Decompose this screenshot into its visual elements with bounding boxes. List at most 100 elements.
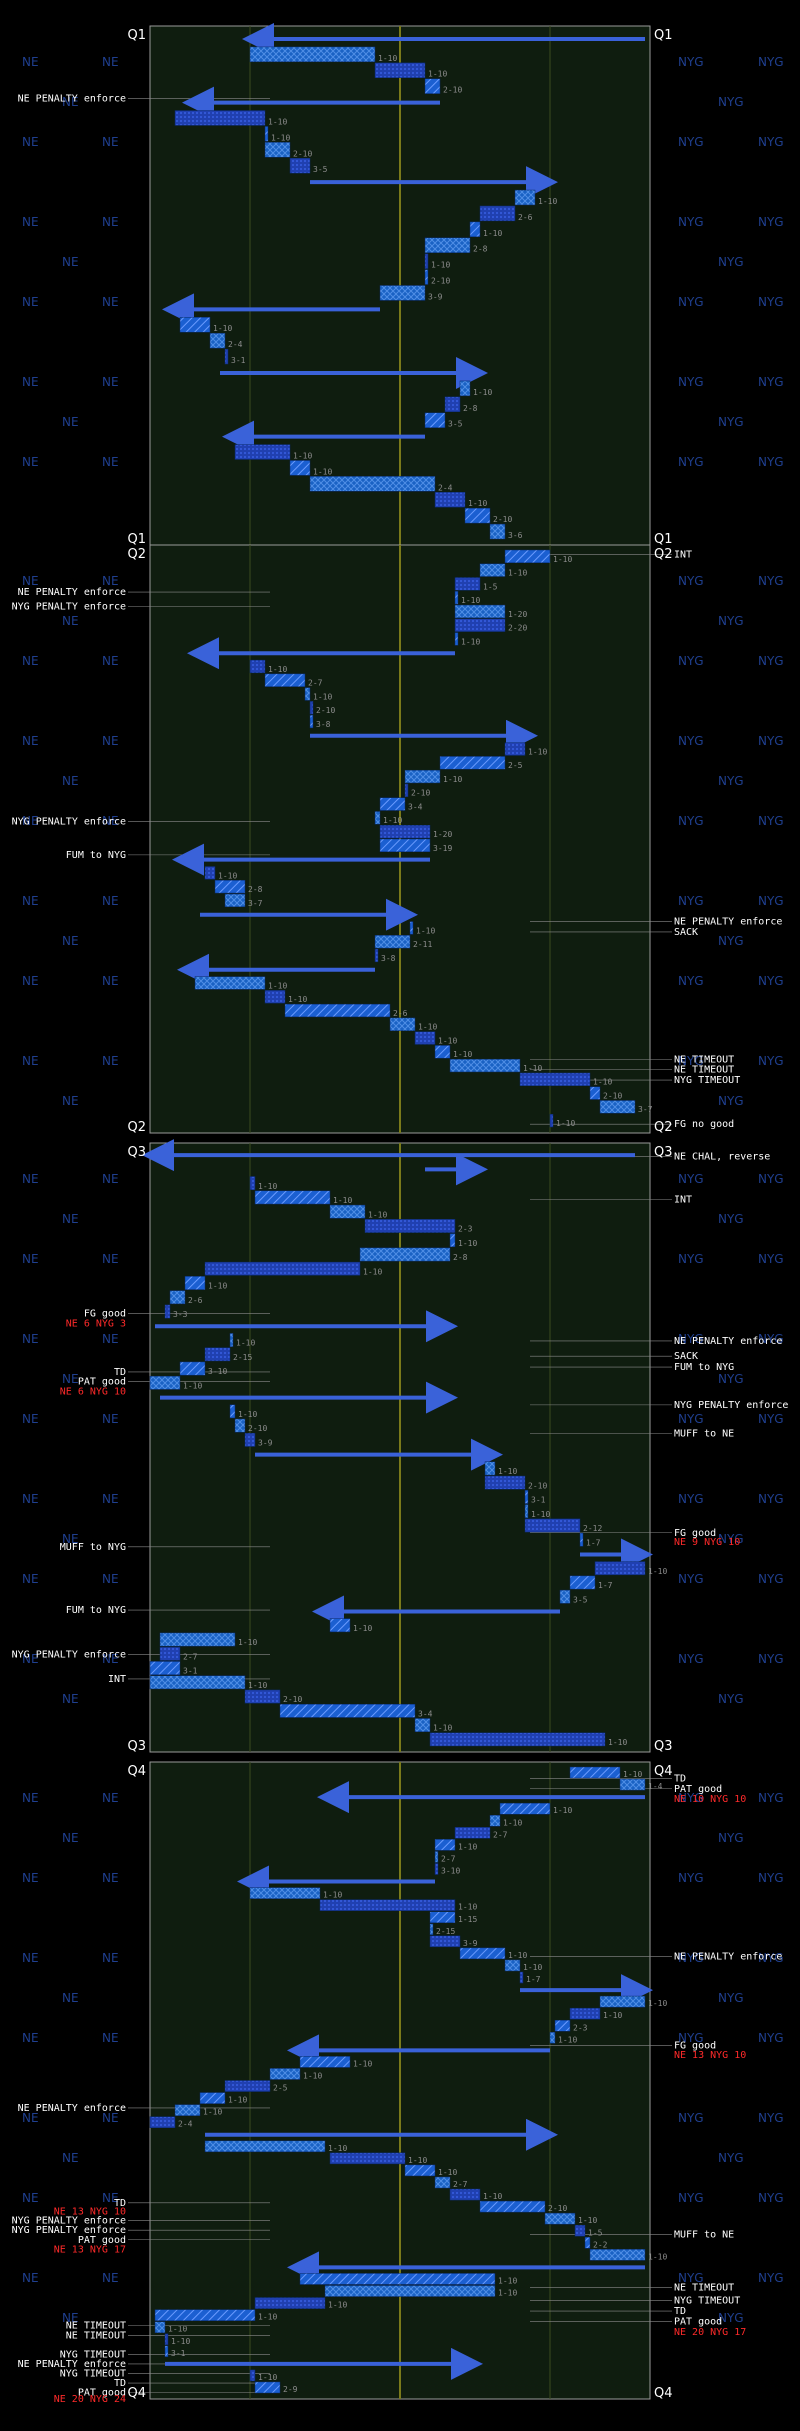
down-distance-label: 2-7	[308, 679, 323, 688]
down-distance-label: 1-10	[443, 775, 462, 784]
team-label-nyg: NYG	[718, 2311, 744, 2325]
play-bar	[164, 2345, 169, 2358]
play-bar	[209, 332, 226, 349]
down-distance-label: 3-5	[573, 1595, 588, 1604]
down-distance-label: 2-8	[463, 404, 478, 413]
team-label-nyg: NYG	[758, 2271, 784, 2285]
play-bar	[299, 2056, 351, 2068]
down-distance-label: 1-10	[293, 451, 312, 460]
team-label-ne: NE	[22, 1791, 39, 1805]
team-label-ne: NE	[22, 1951, 39, 1965]
play-bar	[434, 1839, 456, 1851]
down-distance-label: 2-10	[443, 86, 462, 95]
play-bar	[469, 221, 481, 238]
team-label-nyg: NYG	[718, 95, 744, 109]
down-distance-label: 1-10	[453, 1050, 472, 1059]
down-distance-label: 3-1	[531, 1496, 546, 1505]
down-distance-label: 2-2	[593, 2240, 608, 2249]
team-label-nyg: NYG	[718, 614, 744, 628]
down-distance-label: 3-4	[418, 1709, 433, 1718]
team-label-ne: NE	[22, 574, 39, 588]
play-bar	[249, 659, 266, 674]
event-label: SACK	[674, 927, 698, 938]
down-distance-label: 1-10	[258, 2313, 277, 2322]
quarter-label: Q2	[654, 1120, 673, 1135]
team-label-nyg: NYG	[678, 654, 704, 668]
play-bar	[409, 921, 414, 935]
team-label-ne: NE	[62, 1991, 79, 2005]
down-distance-label: 1-20	[508, 610, 527, 619]
event-label: NYG PENALTY enforce	[674, 1400, 788, 1411]
down-distance-label: 1-10	[378, 54, 397, 63]
team-label-nyg: NYG	[758, 455, 784, 469]
play-bar	[249, 1887, 321, 1899]
team-label-ne: NE	[22, 1412, 39, 1426]
event-label: NE 9 NYG 10	[674, 1537, 740, 1548]
event-label: NE 6 NYG 10	[60, 1386, 126, 1397]
down-distance-label: 3-1	[231, 356, 246, 365]
team-label-ne: NE	[102, 55, 119, 69]
down-distance-label: 1-10	[258, 2373, 277, 2382]
play-bar	[504, 1959, 521, 1972]
team-label-ne: NE	[22, 2111, 39, 2125]
team-label-nyg: NYG	[678, 974, 704, 988]
play-bar	[244, 1432, 256, 1447]
down-distance-label: 3-10	[208, 1367, 227, 1376]
team-label-ne: NE	[22, 734, 39, 748]
down-distance-label: 1-10	[538, 197, 557, 206]
team-label-ne: NE	[102, 974, 119, 988]
down-distance-label: 2-12	[583, 1524, 602, 1533]
team-label-nyg: NYG	[678, 1951, 704, 1965]
down-distance-label: 1-10	[353, 1624, 372, 1633]
down-distance-label: 1-7	[526, 1975, 541, 1984]
down-distance-label: 1-10	[208, 1282, 227, 1291]
quarter-label: Q1	[127, 532, 146, 547]
event-label: TD	[674, 1774, 686, 1785]
down-distance-label: 2-4	[228, 340, 243, 349]
down-distance-label: 1-10	[458, 1842, 477, 1851]
down-distance-label: 1-10	[508, 569, 527, 578]
down-distance-label: 1-10	[648, 1567, 667, 1576]
play-bar	[459, 380, 471, 397]
down-distance-label: 3-19	[433, 844, 452, 853]
play-bar	[484, 1461, 496, 1476]
quarter-label: Q2	[127, 1120, 146, 1135]
team-label-nyg: NYG	[718, 1532, 744, 1546]
team-label-ne: NE	[22, 55, 39, 69]
play-bar	[164, 2333, 169, 2346]
play-bar	[204, 866, 216, 880]
play-bar	[379, 797, 406, 811]
play-bar	[429, 1935, 461, 1948]
down-distance-label: 2-3	[458, 1225, 473, 1234]
play-bar	[544, 2212, 576, 2225]
team-label-nyg: NYG	[678, 1652, 704, 1666]
down-distance-label: 3-8	[316, 720, 331, 729]
play-bar	[179, 1361, 206, 1376]
down-distance-label: 3-9	[258, 1439, 273, 1448]
down-distance-label: 1-10	[238, 1410, 257, 1419]
play-bar	[154, 2321, 166, 2333]
event-label: NYG PENALTY enforce	[12, 602, 126, 613]
team-label-ne: NE	[62, 1212, 79, 1226]
team-label-ne: NE	[102, 455, 119, 469]
team-label-nyg: NYG	[758, 1252, 784, 1266]
down-distance-label: 1-10	[438, 1036, 457, 1045]
team-label-nyg: NYG	[758, 215, 784, 229]
team-label-ne: NE	[62, 2151, 79, 2165]
event-label: FG no good	[674, 1119, 734, 1130]
play-bar	[234, 1418, 246, 1433]
play-bar	[599, 1995, 646, 2008]
team-label-ne: NE	[102, 295, 119, 309]
down-distance-label: 1-10	[461, 637, 480, 646]
play-bar	[389, 1017, 416, 1031]
team-label-ne: NE	[22, 295, 39, 309]
team-label-nyg: NYG	[758, 1791, 784, 1805]
play-bar	[289, 460, 311, 476]
down-distance-label: 1-10	[553, 1806, 572, 1815]
event-label: FUM to NYG	[66, 850, 126, 861]
down-distance-label: 3-5	[448, 420, 463, 429]
down-distance-label: 2-10	[431, 277, 450, 286]
play-bar	[449, 1233, 456, 1248]
down-distance-label: 1-10	[228, 2096, 247, 2105]
event-label: NYG PENALTY enforce	[12, 2225, 126, 2236]
